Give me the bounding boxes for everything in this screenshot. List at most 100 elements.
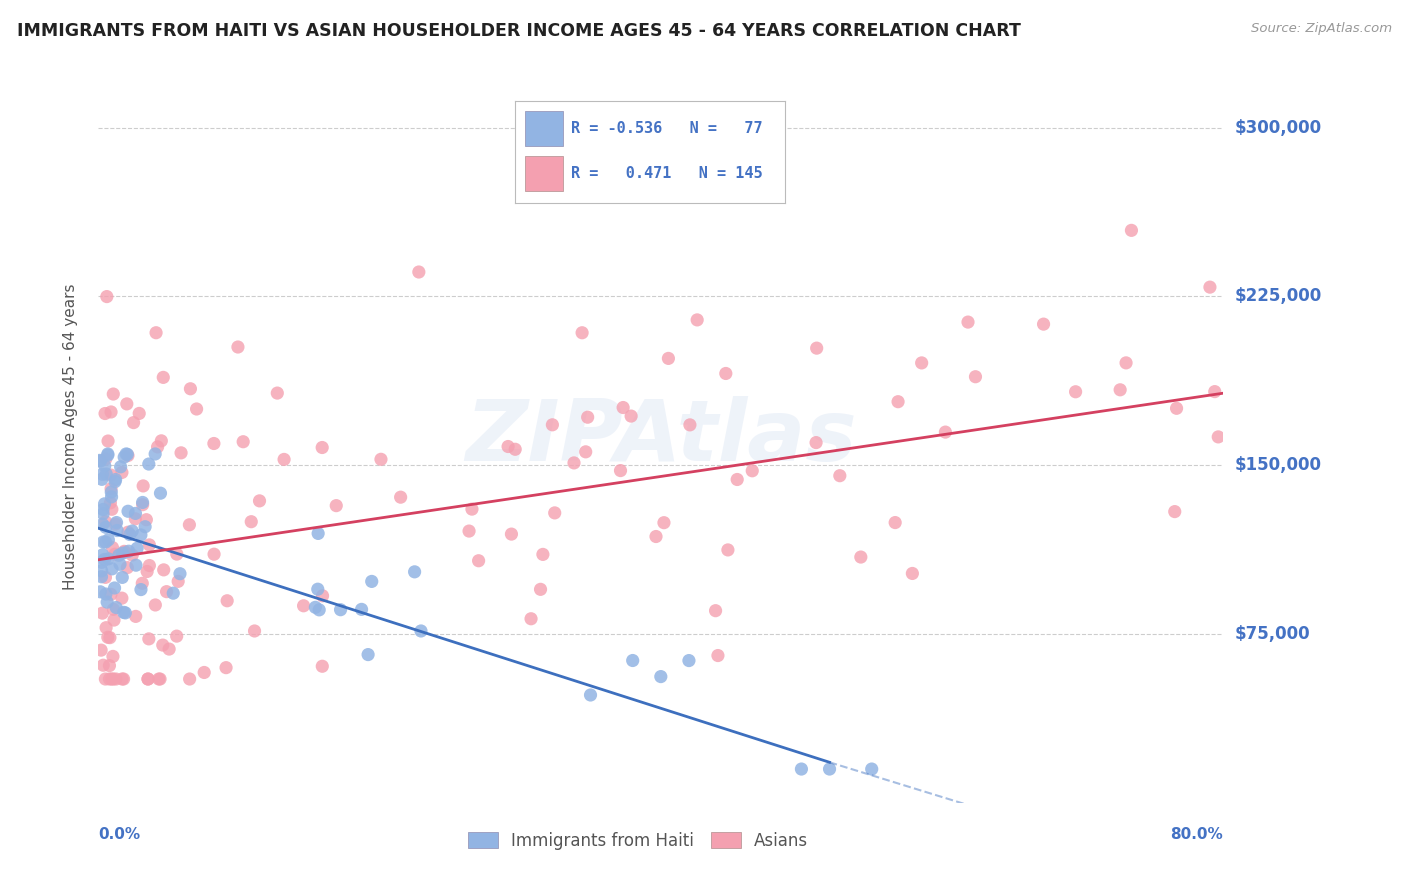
Point [1064,384,1087,399]
Point [89,453,111,467]
Point [105,516,128,530]
Point [804,435,827,450]
Point [135,513,157,527]
Point [458,524,481,538]
Legend: Immigrants from Haiti, Asians: Immigrants from Haiti, Asians [461,825,815,856]
Point [117,525,139,540]
Point [166,629,188,643]
Point [529,582,551,597]
Point [461,502,484,516]
Point [98,672,121,686]
Point [91,467,114,482]
Point [136,672,159,686]
Point [112,544,135,558]
Point [97,533,120,547]
Point [520,612,543,626]
Point [90,454,112,468]
Point [94,672,117,686]
Point [202,547,225,561]
Point [576,410,599,425]
Point [152,370,174,384]
Point [325,499,347,513]
Point [717,543,740,558]
Point [136,672,159,686]
Point [193,665,215,680]
Point [94,520,117,534]
Point [103,672,125,686]
Point [541,417,564,432]
Point [357,648,380,662]
Point [89,584,111,599]
Point [657,351,679,366]
Point [152,638,174,652]
Point [818,762,841,776]
Point [148,672,170,686]
Point [90,564,112,578]
Text: R =   0.471   N = 145: R = 0.471 N = 145 [571,166,763,181]
Point [94,407,117,421]
Point [409,624,432,638]
Point [849,549,872,564]
Point [104,473,127,487]
Point [741,464,763,478]
Point [103,613,125,627]
Point [621,653,644,667]
Point [100,405,122,419]
Point [678,654,700,668]
Point [100,482,122,496]
Point [111,546,134,560]
Point [101,562,124,576]
Point [100,496,122,510]
Point [90,472,112,486]
Bar [526,111,564,145]
Point [370,452,392,467]
Point [91,535,114,549]
Point [704,604,727,618]
Point [91,517,114,532]
Point [111,672,134,686]
Point [1199,280,1222,294]
Point [686,313,709,327]
Point [311,589,333,603]
Point [503,442,526,457]
Text: ZIPAtlas: ZIPAtlas [465,395,856,479]
Point [307,582,329,597]
Point [131,495,153,509]
Point [308,603,330,617]
Point [93,497,115,511]
Point [169,566,191,581]
Point [679,417,702,432]
Point [311,441,333,455]
Point [790,762,813,776]
Point [149,486,172,500]
Point [110,459,132,474]
Point [911,356,934,370]
Point [96,467,118,481]
Point [150,434,173,448]
Point [934,425,956,439]
Point [179,517,201,532]
Point [1206,430,1229,444]
Bar [526,156,564,191]
Point [94,458,117,473]
Point [806,341,828,355]
Point [232,434,254,449]
Point [217,593,239,607]
Point [157,642,180,657]
Point [117,447,139,461]
Point [138,457,160,471]
Point [117,449,139,463]
Point [136,565,159,579]
Point [90,643,112,657]
Point [124,507,146,521]
Point [122,416,145,430]
Point [118,527,141,541]
Point [145,326,167,340]
Point [179,382,201,396]
Point [707,648,730,663]
Point [828,468,851,483]
Point [579,688,602,702]
Point [531,548,554,562]
Point [249,494,271,508]
Point [112,606,135,620]
